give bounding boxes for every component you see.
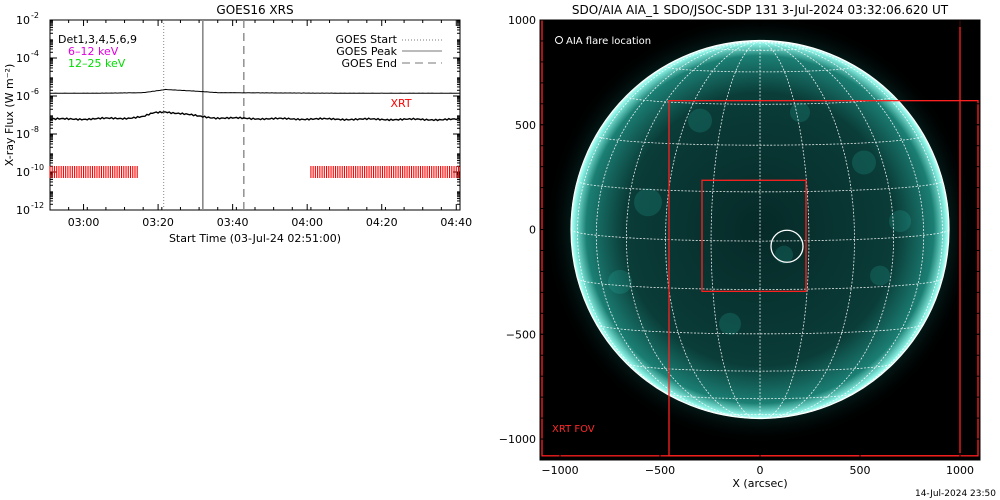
emission-patch [719,312,741,335]
y-tick-exponent: -6 [31,87,39,96]
goes-event-lines [163,20,245,210]
emission-patch [608,269,632,294]
y-tick-label: −1000 [499,433,536,446]
goes-series-line [50,88,461,94]
parallel-line [570,229,950,242]
y-tick-exponent: -10 [31,163,44,172]
x-tick-label: 03:20 [142,216,174,229]
xrt-fov-boxes [541,20,979,457]
footer-timestamp: 14-Jul-2024 23:50 [915,489,996,499]
xrt-fov-box [668,100,979,457]
legend-label-goes-peak: GOES Peak [336,45,397,58]
x-tick-label: 04:00 [291,216,323,229]
y-tick-label: 10 [16,90,30,103]
parallel-line [712,412,808,416]
meridian-line [759,40,925,418]
y-tick-label: 500 [515,119,536,132]
meridian-line [759,40,855,419]
x-tick-label: 04:40 [440,216,472,229]
meridian-line [759,40,810,419]
meridian-line [595,40,761,418]
flare-legend-circle-icon [555,36,563,44]
meridian-line [759,40,894,419]
legend-label-det: Det1,3,4,5,6,9 [58,33,137,46]
parallel-line [665,66,855,73]
goes-series-line [49,110,461,122]
y-tick-exponent: -2 [31,11,39,20]
emission-patch [790,102,810,123]
aia-image [541,20,979,457]
y-tick-label: −500 [506,328,536,341]
x-tick-label: 1000 [946,464,974,477]
parallel-line [710,47,810,51]
y-tick-exponent: -4 [31,49,39,58]
y-tick-label: 10 [16,128,30,141]
legend-label-low-energy: 6–12 keV [68,45,119,58]
goes-ylabel: X-ray Flux (W m⁻²) [3,64,16,166]
parallel-line [577,180,943,193]
x-tick-label: −1000 [541,464,578,477]
y-tick-label: 10 [16,166,30,179]
meridian-line [710,40,761,419]
goes-xlabel: Start Time (03-Jul-24 02:51:00) [169,232,341,245]
y-tick-label: 0 [529,224,536,237]
goes-title: GOES16 XRS [216,3,293,17]
x-tick-label: 03:40 [217,216,249,229]
parallel-line [595,135,925,146]
parallel-line [626,363,894,372]
emission-patch [688,108,712,133]
solar-limb [570,39,950,420]
xrt-label: XRT [390,97,411,110]
y-tick-label: 10 [16,14,30,27]
active-regions [608,102,911,335]
aia-xlabel: X (arcsec) [732,477,787,490]
aia-title: SDO/AIA AIA_1 SDO/JSOC-SDP 131 3-Jul-202… [572,3,949,17]
goes-legend-right: GOES Start GOES Peak GOES End [336,33,442,70]
aia-y-axis: −1000 −500 0 500 1000 [499,14,980,461]
x-tick-label: 04:20 [366,216,398,229]
solar-disk [571,40,949,419]
x-tick-label: 500 [850,464,871,477]
y-tick-exponent: -12 [31,201,44,210]
y-tick-exponent: -8 [31,125,39,134]
parallel-line [596,324,924,335]
legend-label-goes-end: GOES End [341,57,397,70]
goes-x-axis: 03:00 03:20 03:40 04:00 04:20 04:40 [49,20,472,229]
meridian-line [665,40,761,419]
y-tick-label: 10 [16,204,30,217]
emission-patch [775,245,793,264]
aia-legend-label: AIA flare location [566,36,651,47]
flare-location-circle [770,229,804,263]
meridian-line [759,40,944,414]
x-tick-label: 03:00 [68,216,100,229]
goes-series-group [49,88,461,122]
emission-patch [852,150,876,175]
y-tick-label: 1000 [508,14,536,27]
xrt-coverage-bars [49,166,460,178]
xrt-fov-box [701,179,807,292]
emission-patch [889,210,911,233]
aia-legend: AIA flare location [555,36,651,47]
emission-patch [634,188,662,217]
x-tick-label: 0 [757,464,764,477]
aia-x-axis: −1000 −500 0 500 1000 [539,20,981,477]
goes-panel: GOES16 XRS 03:00 03:20 03:40 04:00 04:20 04:4… [3,3,472,245]
xrt-fov-label: XRT FOV [552,424,595,435]
y-tick-label: 10 [16,52,30,65]
goes-legend-left: Det1,3,4,5,6,9 6–12 keV 12–25 keV [58,33,137,70]
meridian-line [576,40,761,414]
legend-label-high-energy: 12–25 keV [68,57,126,70]
meridian-line [626,40,761,419]
legend-label-goes-start: GOES Start [336,33,398,46]
x-tick-label: −500 [645,464,675,477]
parallel-line [577,278,943,290]
aia-panel: SDO/AIA AIA_1 SDO/JSOC-SDP 131 3-Jul-202… [499,3,981,490]
emission-patch [870,265,890,286]
